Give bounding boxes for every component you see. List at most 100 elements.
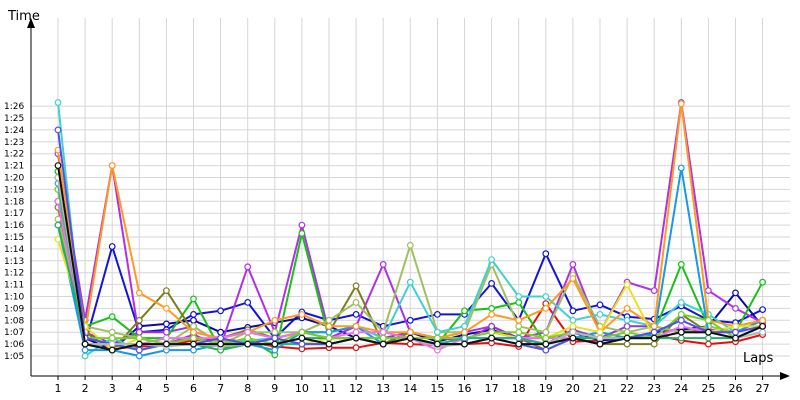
x-tick-label: 23 bbox=[647, 382, 661, 395]
data-point bbox=[732, 305, 739, 312]
x-tick-label: 22 bbox=[620, 382, 634, 395]
data-point bbox=[732, 322, 739, 330]
x-tick-label: 19 bbox=[539, 382, 553, 395]
data-point bbox=[108, 162, 116, 170]
data-point bbox=[135, 346, 143, 354]
data-point bbox=[515, 293, 523, 300]
data-point bbox=[81, 340, 89, 348]
data-point bbox=[542, 340, 550, 348]
data-point bbox=[434, 334, 441, 342]
data-point bbox=[217, 328, 225, 336]
data-point bbox=[434, 311, 441, 318]
data-point bbox=[108, 243, 116, 250]
data-point bbox=[759, 328, 766, 336]
data-point bbox=[705, 340, 712, 348]
data-point bbox=[271, 328, 279, 336]
x-axis-title: Laps bbox=[743, 351, 773, 366]
data-point bbox=[244, 340, 252, 348]
x-tick-label: 25 bbox=[701, 382, 715, 395]
data-point bbox=[81, 352, 89, 360]
data-point bbox=[244, 299, 252, 306]
data-point bbox=[54, 215, 62, 223]
data-point bbox=[677, 316, 685, 324]
data-point bbox=[488, 334, 496, 342]
data-point bbox=[271, 334, 279, 342]
data-point bbox=[705, 328, 712, 336]
data-point bbox=[461, 307, 468, 315]
x-tick-label: 13 bbox=[376, 382, 390, 395]
x-tick-label: 16 bbox=[458, 382, 472, 395]
data-point bbox=[379, 261, 387, 268]
y-tick-label: 1:07 bbox=[4, 328, 24, 338]
data-point bbox=[190, 340, 197, 348]
data-point bbox=[569, 334, 577, 342]
data-point bbox=[406, 328, 414, 336]
data-point bbox=[108, 313, 116, 321]
data-point bbox=[677, 100, 685, 108]
data-point bbox=[325, 328, 333, 336]
data-point bbox=[677, 164, 685, 172]
data-point bbox=[325, 316, 333, 324]
data-point bbox=[162, 320, 170, 328]
data-point bbox=[650, 334, 658, 342]
data-point bbox=[461, 340, 468, 348]
x-tick-label: 14 bbox=[403, 382, 417, 395]
data-point bbox=[190, 316, 197, 324]
data-point bbox=[162, 340, 170, 348]
y-tick-label: 1:22 bbox=[4, 150, 24, 160]
data-point bbox=[271, 346, 279, 354]
x-tick-label: 21 bbox=[593, 382, 607, 395]
data-point bbox=[596, 340, 604, 348]
x-tick-label: 17 bbox=[485, 382, 499, 395]
y-tick-label: 1:25 bbox=[4, 114, 24, 124]
data-point bbox=[298, 229, 306, 237]
x-tick-label: 26 bbox=[729, 382, 743, 395]
data-point bbox=[271, 340, 279, 348]
data-point bbox=[406, 340, 414, 348]
data-point bbox=[596, 334, 604, 342]
data-point bbox=[379, 328, 387, 336]
data-point bbox=[732, 328, 739, 336]
data-point bbox=[352, 344, 360, 352]
data-point bbox=[271, 316, 279, 324]
data-point bbox=[162, 287, 170, 295]
data-point bbox=[705, 316, 712, 324]
series-19 bbox=[54, 162, 766, 354]
x-tick-label: 6 bbox=[190, 382, 197, 395]
data-point bbox=[352, 322, 360, 330]
data-point bbox=[542, 334, 550, 342]
data-point bbox=[325, 334, 333, 342]
data-point bbox=[596, 311, 604, 318]
data-point bbox=[190, 295, 197, 303]
data-point bbox=[190, 311, 197, 318]
y-tick-label: 1:13 bbox=[4, 257, 24, 267]
x-tick-label: 18 bbox=[512, 382, 526, 395]
data-point bbox=[298, 340, 306, 348]
data-point bbox=[677, 299, 685, 306]
data-point bbox=[135, 334, 143, 342]
data-point bbox=[488, 305, 496, 312]
data-point bbox=[298, 221, 306, 229]
data-point bbox=[461, 328, 468, 336]
data-point bbox=[108, 340, 116, 348]
data-point bbox=[406, 241, 414, 249]
y-tick-label: 1:05 bbox=[4, 352, 24, 362]
data-point bbox=[677, 334, 685, 342]
data-point bbox=[135, 316, 143, 324]
data-point bbox=[325, 322, 333, 330]
data-point bbox=[190, 334, 197, 342]
x-tick-label: 11 bbox=[322, 382, 336, 395]
y-tick-label: 1:23 bbox=[4, 138, 24, 148]
data-point bbox=[190, 322, 197, 330]
data-point bbox=[434, 328, 441, 336]
data-point bbox=[190, 328, 197, 336]
data-point bbox=[542, 328, 550, 336]
data-point bbox=[162, 305, 170, 312]
data-point bbox=[650, 340, 658, 348]
data-point bbox=[515, 322, 523, 330]
data-point bbox=[759, 278, 766, 286]
data-point bbox=[54, 126, 62, 134]
data-point bbox=[352, 299, 360, 306]
data-point bbox=[677, 311, 685, 318]
data-point bbox=[569, 322, 577, 330]
